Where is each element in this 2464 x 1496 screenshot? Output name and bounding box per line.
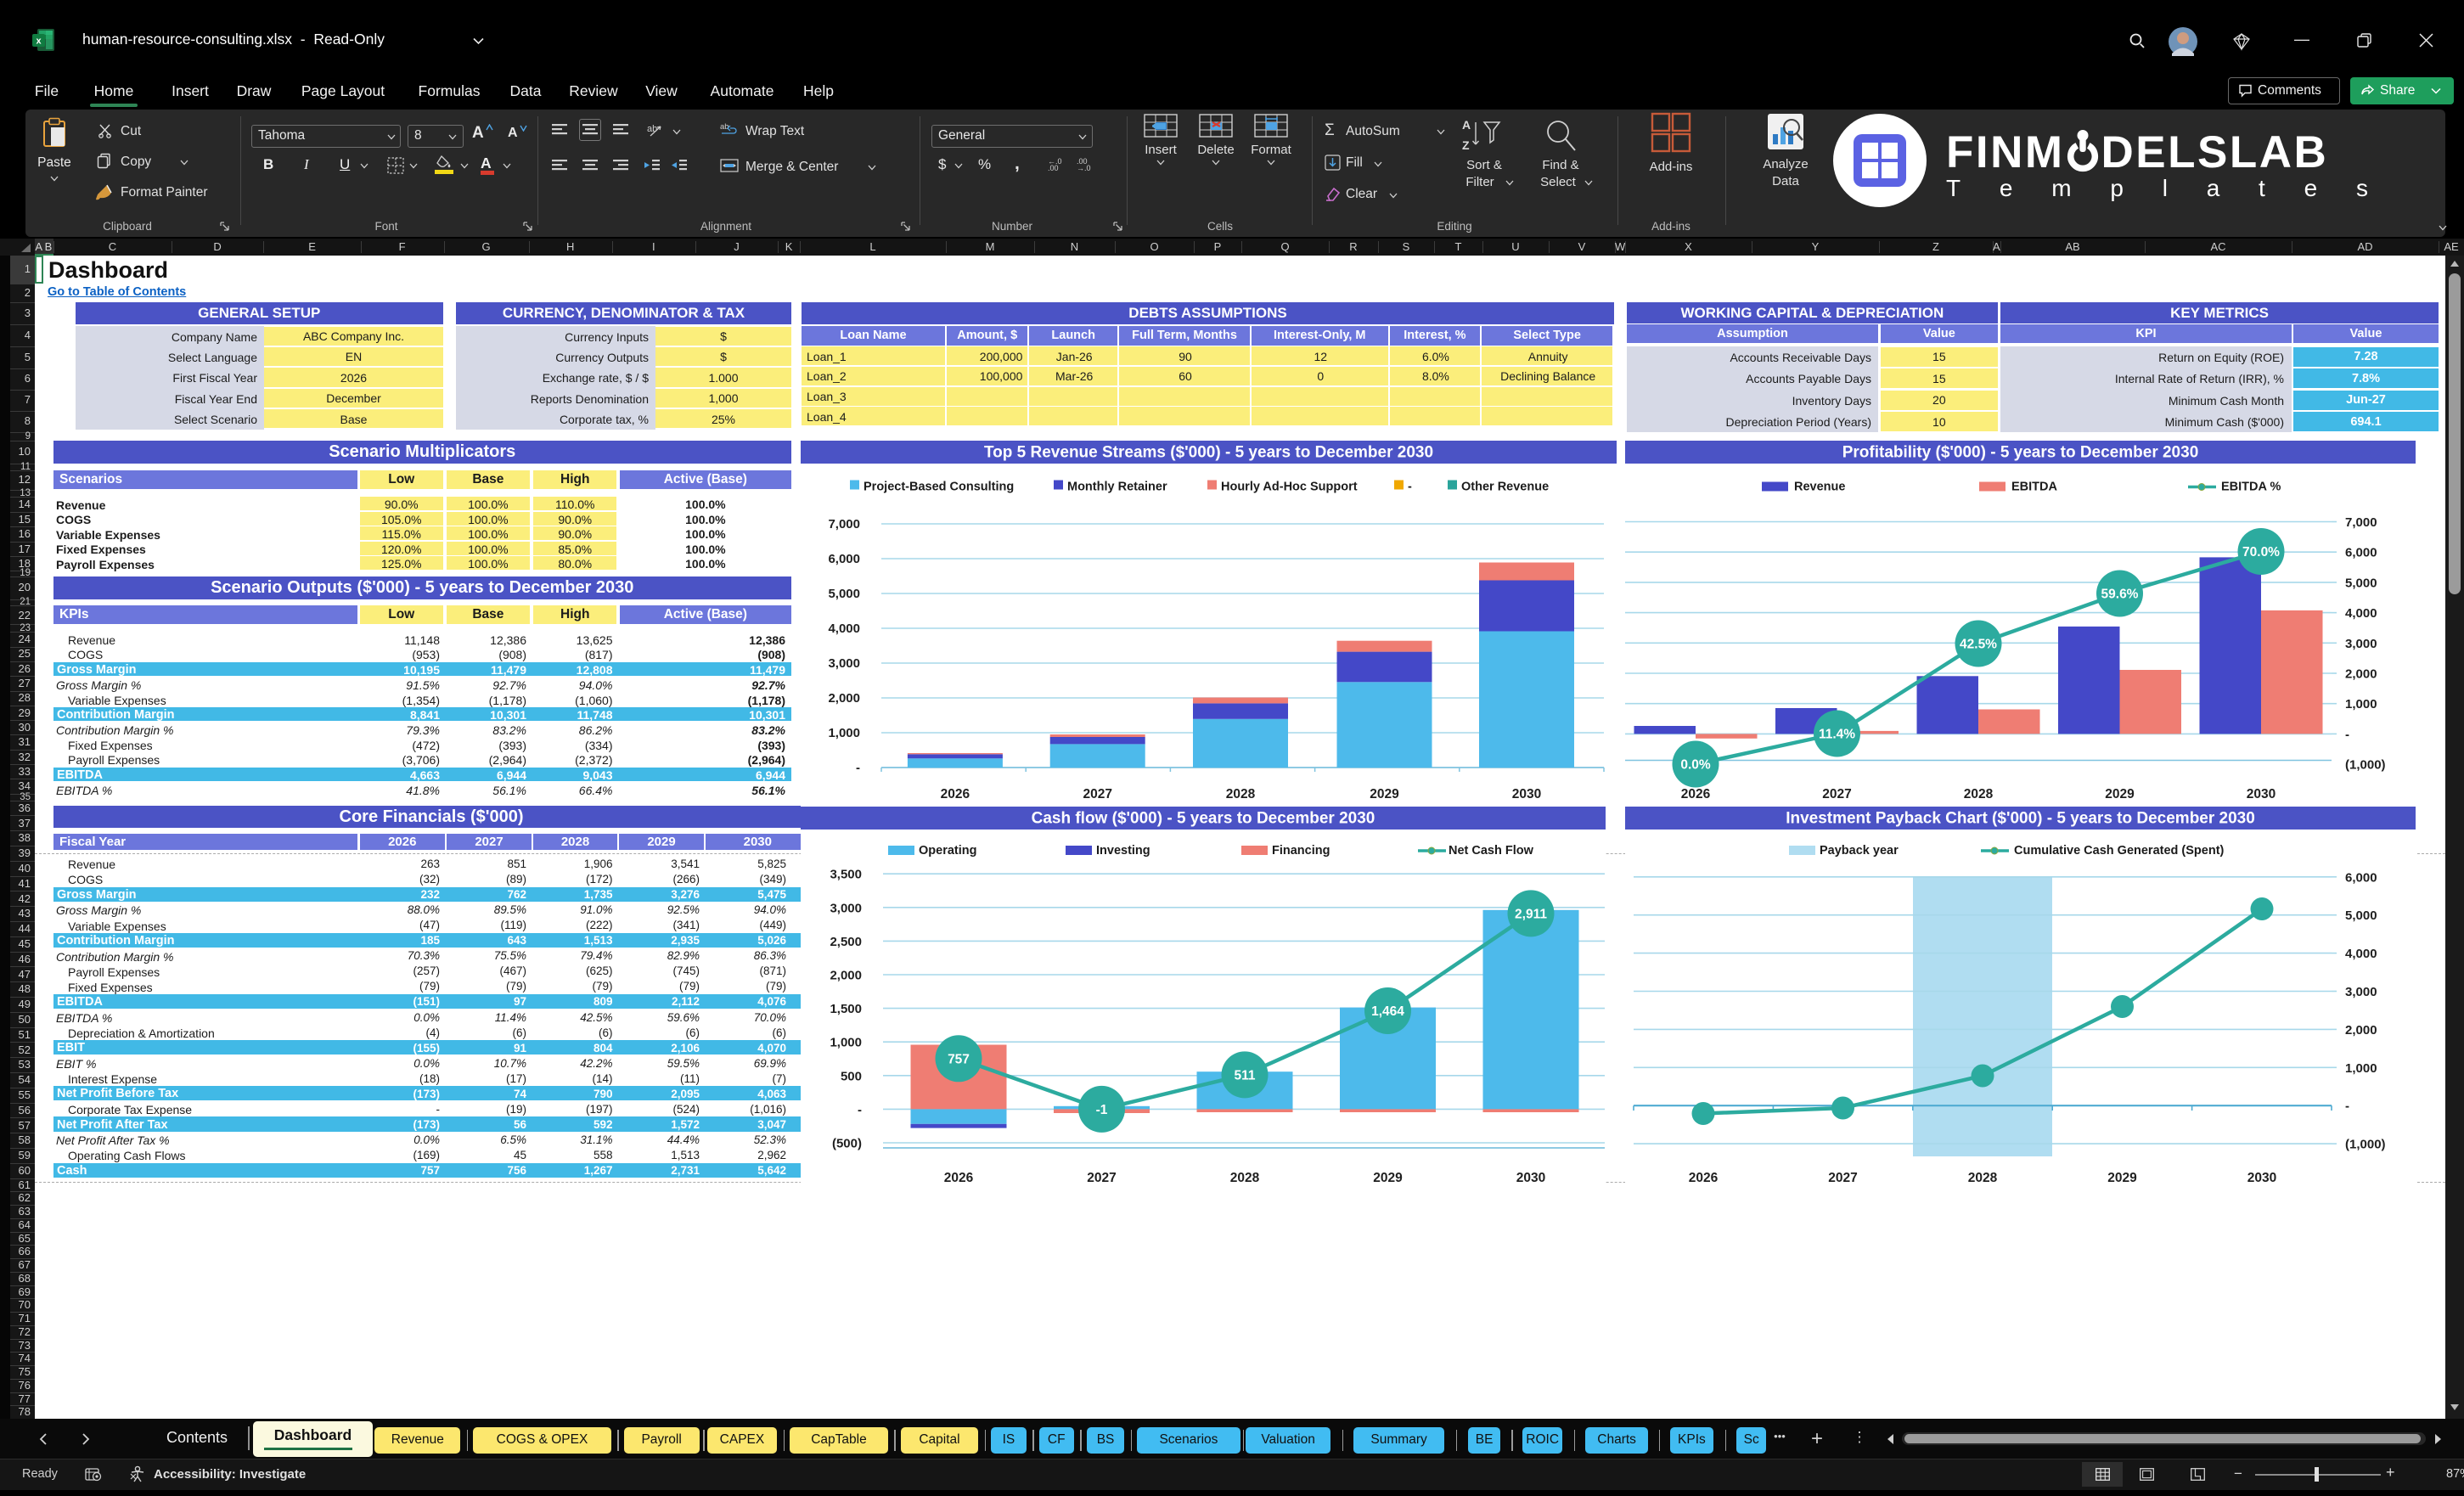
svg-text:EBITDA %: EBITDA %: [2221, 481, 2281, 494]
svg-text:4,000: 4,000: [2345, 947, 2377, 961]
svg-text:(1,000): (1,000): [2345, 758, 2386, 773]
svg-text:2026: 2026: [1681, 787, 1711, 801]
svg-text:4,000: 4,000: [2345, 606, 2377, 621]
svg-text:→.0: →.0: [1077, 164, 1091, 172]
svg-text:7,000: 7,000: [2345, 515, 2377, 530]
svg-text:2030: 2030: [1516, 1171, 1545, 1185]
svg-text:2028: 2028: [1230, 1171, 1260, 1185]
svg-text:-: -: [2345, 728, 2349, 742]
svg-text:Revenue: Revenue: [1794, 481, 1845, 494]
svg-text:Monthly Retainer: Monthly Retainer: [1067, 481, 1167, 494]
svg-text:2028: 2028: [1964, 787, 1994, 801]
svg-text:2,000: 2,000: [2345, 1023, 2377, 1038]
svg-text:2030: 2030: [1512, 787, 1541, 801]
svg-text:2027: 2027: [1087, 1171, 1116, 1185]
svg-text:.00: .00: [1048, 164, 1059, 172]
svg-text:1,000: 1,000: [2345, 1061, 2377, 1076]
svg-text:1,000: 1,000: [828, 726, 860, 740]
svg-text:1,000: 1,000: [2345, 697, 2377, 711]
svg-text:4,000: 4,000: [828, 621, 860, 636]
svg-text:59.6%: 59.6%: [2101, 588, 2139, 602]
svg-text:ab: ab: [647, 124, 657, 134]
svg-text:6,000: 6,000: [2345, 546, 2377, 560]
svg-text:3,000: 3,000: [830, 901, 862, 915]
svg-text:←.0: ←.0: [1048, 157, 1062, 166]
svg-text:Operating: Operating: [919, 844, 976, 858]
svg-text:2,000: 2,000: [830, 969, 862, 983]
svg-text:42.5%: 42.5%: [1960, 638, 1997, 652]
svg-text:-: -: [1408, 481, 1412, 494]
svg-text:2,911: 2,911: [1515, 907, 1547, 921]
svg-text:Investing: Investing: [1096, 844, 1150, 858]
svg-text:1,500: 1,500: [830, 1002, 862, 1016]
svg-text:2029: 2029: [2105, 787, 2135, 801]
svg-text:2028: 2028: [1226, 787, 1256, 801]
svg-text:70.0%: 70.0%: [2242, 545, 2280, 560]
svg-text:ab: ab: [720, 122, 729, 132]
svg-text:2026: 2026: [941, 787, 970, 801]
svg-text:2028: 2028: [1968, 1171, 1998, 1185]
svg-text:2027: 2027: [1083, 787, 1111, 801]
svg-text:Payback year: Payback year: [1820, 844, 1899, 858]
svg-text:2030: 2030: [2247, 1171, 2276, 1185]
svg-text:500: 500: [841, 1069, 862, 1083]
svg-text:2,000: 2,000: [828, 691, 860, 706]
svg-text:3,500: 3,500: [830, 868, 862, 882]
svg-text:2027: 2027: [1828, 1171, 1857, 1185]
svg-text:-: -: [858, 1103, 862, 1117]
svg-text:2029: 2029: [1373, 1171, 1403, 1185]
svg-text:6,000: 6,000: [2345, 870, 2377, 885]
svg-text:2030: 2030: [2247, 787, 2276, 801]
svg-text:11.4%: 11.4%: [1819, 728, 1855, 742]
svg-text:2027: 2027: [1822, 787, 1851, 801]
svg-text:Cumulative Cash Generated (Spe: Cumulative Cash Generated (Spent): [2014, 844, 2225, 858]
svg-text:5,000: 5,000: [2345, 908, 2377, 923]
svg-text:2,500: 2,500: [830, 935, 862, 949]
svg-text:5,000: 5,000: [828, 587, 860, 601]
svg-text:6,000: 6,000: [828, 552, 860, 566]
svg-text:2026: 2026: [944, 1171, 974, 1185]
svg-text:7,000: 7,000: [828, 517, 860, 531]
svg-text:Project-Based Consulting: Project-Based Consulting: [864, 481, 1014, 494]
svg-text:x: x: [36, 37, 42, 47]
svg-text:2029: 2029: [2107, 1171, 2137, 1185]
svg-text:Net Cash Flow: Net Cash Flow: [1449, 844, 1534, 858]
svg-text:EBITDA: EBITDA: [2011, 481, 2058, 494]
svg-text:2,000: 2,000: [2345, 667, 2377, 682]
svg-text:-: -: [2345, 1100, 2349, 1114]
svg-text:-: -: [856, 761, 860, 775]
svg-text:Hourly Ad-Hoc Support: Hourly Ad-Hoc Support: [1221, 481, 1358, 494]
svg-text:2029: 2029: [1370, 787, 1399, 801]
svg-text:(1,000): (1,000): [2345, 1138, 2386, 1152]
svg-text:-1: -1: [1096, 1103, 1108, 1117]
svg-text:A: A: [1462, 118, 1471, 132]
svg-text:5,000: 5,000: [2345, 576, 2377, 590]
svg-text:Profitability ($'000) - 5 year: Profitability ($'000) - 5 years to Decem…: [1842, 444, 2199, 462]
svg-text:1,464: 1,464: [1371, 1004, 1404, 1019]
svg-text:3,000: 3,000: [2345, 637, 2377, 651]
svg-text:.00: .00: [1077, 157, 1088, 166]
svg-text:Other Revenue: Other Revenue: [1461, 481, 1549, 494]
svg-text:(500): (500): [832, 1137, 862, 1151]
svg-text:511: 511: [1234, 1068, 1255, 1083]
svg-text:2026: 2026: [1689, 1171, 1719, 1185]
svg-text:757: 757: [948, 1052, 970, 1066]
svg-text:Top 5 Revenue Streams ($'000): Top 5 Revenue Streams ($'000) - 5 years …: [984, 444, 1433, 462]
svg-text:Investment Payback Chart ($'00: Investment Payback Chart ($'000) - 5 yea…: [1786, 810, 2255, 828]
svg-text:3,000: 3,000: [828, 656, 860, 671]
svg-text:3,000: 3,000: [2345, 985, 2377, 999]
svg-text:Financing: Financing: [1272, 844, 1330, 858]
svg-text:Z: Z: [1462, 138, 1470, 152]
svg-text:Cash flow ($'000) - 5 years to: Cash flow ($'000) - 5 years to December …: [1032, 810, 1375, 828]
svg-text:1,000: 1,000: [830, 1036, 862, 1050]
svg-text:0.0%: 0.0%: [1680, 758, 1711, 773]
